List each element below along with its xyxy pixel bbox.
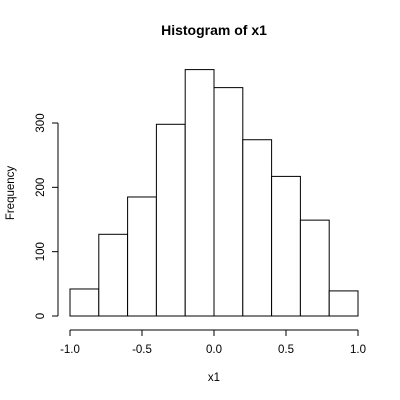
histogram-bar-8 (299, 219, 330, 317)
histogram-bar-9 (328, 290, 359, 317)
x-axis-title: x1 (208, 372, 220, 384)
histogram-bar-4 (184, 69, 215, 317)
histogram-bar-3 (155, 123, 186, 317)
x-tick-label: 0.0 (206, 344, 222, 356)
histogram-bar-6 (242, 139, 273, 317)
histogram-bar-1 (98, 233, 129, 317)
histogram-bar-2 (127, 196, 157, 317)
histogram-bar-0 (69, 288, 100, 317)
x-axis: -1.0 -0.5 0.0 0.5 1.0 (60, 329, 366, 356)
histogram-bars (69, 69, 359, 317)
chart-title: Histogram of x1 (161, 22, 267, 38)
histogram-bar-5 (213, 87, 244, 317)
y-tick-label: 100 (35, 242, 47, 261)
x-tick-label: 1.0 (350, 344, 366, 356)
y-tick-label: 200 (35, 178, 47, 197)
x-tick-label: 0.5 (278, 344, 294, 356)
y-tick-label: 300 (35, 113, 47, 132)
x-tick-label: -0.5 (132, 344, 152, 356)
x-tick-label: -1.0 (60, 344, 80, 356)
histogram-bar-7 (271, 175, 301, 317)
y-axis: 0 100 200 300 (35, 113, 59, 319)
y-tick-label: 0 (35, 313, 47, 319)
y-axis-title: Frequency (5, 166, 17, 221)
